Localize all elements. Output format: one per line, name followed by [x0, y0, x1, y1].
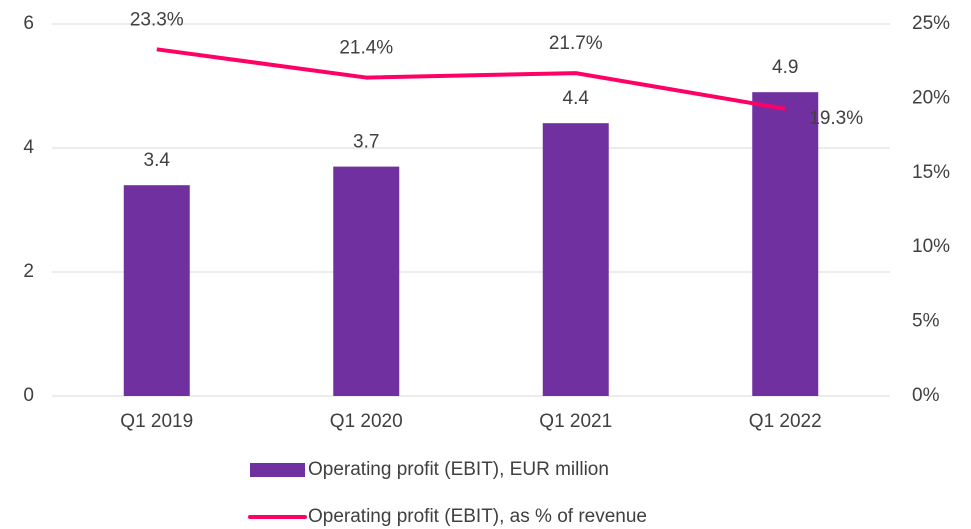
y2-tick-label: 15%: [912, 162, 950, 183]
y2-tick-label: 5%: [912, 311, 940, 332]
legend-swatch: [250, 463, 305, 477]
legend-label: Operating profit (EBIT), as % of revenue: [308, 506, 647, 527]
bar: [123, 185, 190, 396]
line-value-label: 21.7%: [549, 33, 603, 54]
y2-tick-label: 25%: [912, 13, 950, 34]
line: [156, 47, 786, 111]
bar-value-label: 3.7: [353, 132, 379, 153]
line-value-label: 21.4%: [339, 38, 393, 59]
bar-value-label: 4.4: [563, 88, 590, 109]
x-tick-label: Q1 2021: [539, 411, 612, 432]
line-value-label: 23.3%: [130, 9, 184, 30]
legend-label: Operating profit (EBIT), EUR million: [308, 459, 609, 480]
x-tick-label: Q1 2020: [330, 411, 403, 432]
line-value-label: 19.3%: [809, 108, 863, 129]
y2-tick-label: 10%: [912, 236, 950, 257]
y-tick-label: 6: [23, 13, 34, 34]
bar: [333, 166, 400, 396]
y2-tick-label: 0%: [912, 385, 940, 406]
bar-value-label: 4.9: [772, 57, 798, 78]
x-tick-label: Q1 2022: [749, 411, 822, 432]
bar: [542, 123, 609, 396]
y2-tick-label: 20%: [912, 87, 950, 108]
y-tick-label: 2: [23, 261, 34, 282]
x-tick-label: Q1 2019: [120, 411, 193, 432]
y-tick-label: 4: [23, 137, 34, 158]
y-tick-label: 0: [23, 385, 34, 406]
bar-value-label: 3.4: [144, 150, 171, 171]
bar: [752, 92, 819, 396]
